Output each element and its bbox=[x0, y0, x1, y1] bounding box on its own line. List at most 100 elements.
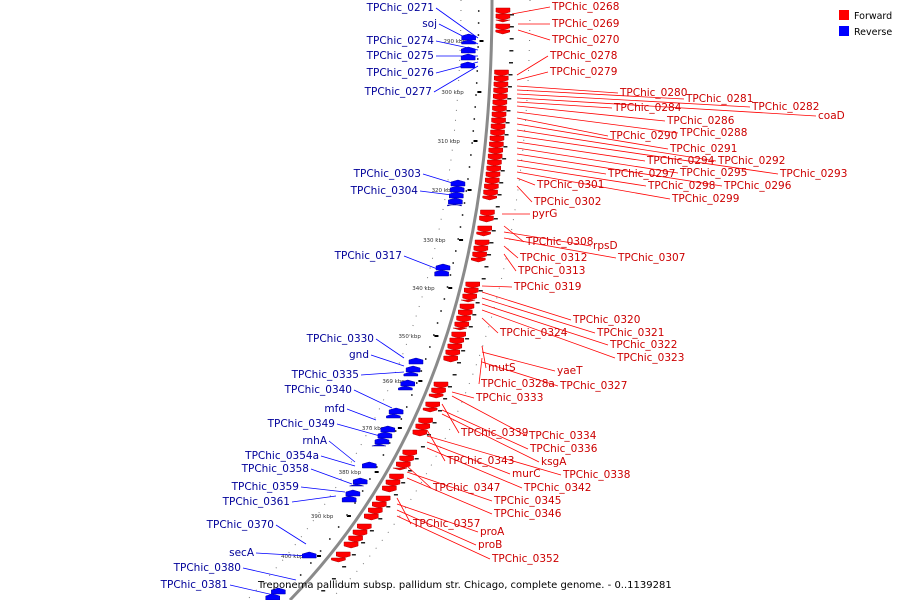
forward-leader-line bbox=[516, 89, 685, 100]
forward-gene-label[interactable]: TPChic_0327 bbox=[559, 380, 627, 392]
forward-gene-label[interactable]: TPChic_0270 bbox=[551, 34, 619, 46]
reverse-gene-label[interactable]: TPChic_0335 bbox=[291, 369, 359, 381]
reverse-gene-label[interactable]: TPChic_0354a bbox=[244, 450, 319, 462]
forward-gene-label[interactable]: TPChic_0293 bbox=[779, 168, 847, 180]
forward-gene-label[interactable]: TPChic_0302 bbox=[533, 196, 601, 208]
minor-tick bbox=[414, 458, 419, 460]
forward-gene-label[interactable]: TPChic_0280 bbox=[619, 87, 687, 99]
forward-gene bbox=[465, 281, 481, 289]
forward-gene bbox=[458, 309, 473, 317]
forward-gene-label[interactable]: TPChic_0279 bbox=[549, 66, 617, 78]
forward-gene-label[interactable]: TPChic_0334 bbox=[528, 430, 597, 442]
reverse-leader-line bbox=[435, 61, 479, 74]
reverse-gene-label[interactable]: mfd bbox=[324, 403, 345, 415]
reverse-gene-label[interactable]: TPChic_0303 bbox=[353, 168, 421, 180]
forward-gene-label[interactable]: TPChic_0342 bbox=[523, 482, 591, 494]
reverse-gene-label[interactable]: TPChic_0380 bbox=[173, 562, 241, 574]
forward-gene bbox=[462, 293, 477, 301]
forward-gene-label[interactable]: ksgA bbox=[541, 456, 567, 468]
reverse-gene-label[interactable]: TPChic_0349 bbox=[267, 418, 335, 430]
minor-tick bbox=[319, 550, 322, 552]
minor-tick bbox=[388, 442, 391, 444]
reverse-gene-label[interactable]: TPChic_0330 bbox=[306, 333, 374, 345]
forward-gene-label[interactable]: TPChic_0328a bbox=[480, 378, 555, 390]
minor-tick bbox=[369, 530, 374, 532]
forward-gene-label[interactable]: TPChic_0282 bbox=[751, 101, 819, 113]
reverse-gene-label[interactable]: TPChic_0304 bbox=[350, 185, 419, 197]
forward-gene-label[interactable]: mutS bbox=[488, 362, 516, 374]
forward-gene-label[interactable]: TPChic_0295 bbox=[679, 167, 747, 179]
reverse-gene-label[interactable]: TPChic_0340 bbox=[284, 384, 352, 396]
forward-gene-label[interactable]: proB bbox=[478, 539, 502, 551]
forward-gene-label[interactable]: TPChic_0288 bbox=[679, 127, 747, 139]
reverse-gene-label[interactable]: TPChic_0275 bbox=[366, 50, 434, 62]
forward-gene-label[interactable]: TPChic_0294 bbox=[646, 155, 715, 167]
reverse-gene-label[interactable]: TPChic_0359 bbox=[231, 481, 299, 493]
minor-tick bbox=[376, 466, 378, 468]
forward-gene-label[interactable]: TPChic_0336 bbox=[529, 443, 598, 455]
forward-gene-label[interactable]: TPChic_0297 bbox=[607, 168, 675, 180]
forward-gene-label[interactable]: TPChic_0298 bbox=[647, 180, 715, 192]
forward-gene-label[interactable]: TPChic_0308 bbox=[525, 236, 593, 248]
forward-gene-label[interactable]: TPChic_0338 bbox=[562, 469, 630, 481]
forward-gene-label[interactable]: TPChic_0299 bbox=[671, 193, 739, 205]
reverse-leader-line bbox=[229, 584, 279, 597]
forward-gene-label[interactable]: TPChic_0286 bbox=[666, 115, 735, 127]
forward-gene-label[interactable]: TPChic_0313 bbox=[517, 265, 585, 277]
reverse-gene-label[interactable]: gnd bbox=[349, 349, 369, 361]
forward-gene-label[interactable]: TPChic_0312 bbox=[519, 252, 587, 264]
reverse-gene-label[interactable]: TPChic_0317 bbox=[334, 250, 402, 262]
forward-gene-label[interactable]: TPChic_0319 bbox=[513, 281, 581, 293]
reverse-gene-label[interactable]: TPChic_0271 bbox=[366, 2, 434, 14]
forward-gene bbox=[487, 159, 502, 167]
forward-gene-label[interactable]: proA bbox=[480, 526, 505, 538]
reverse-leader-line bbox=[346, 408, 377, 421]
forward-gene-label[interactable]: TPChic_0324 bbox=[499, 327, 568, 339]
reverse-gene bbox=[447, 203, 462, 207]
forward-gene-label[interactable]: TPChic_0290 bbox=[609, 130, 677, 142]
forward-gene-label[interactable]: TPChic_0321 bbox=[596, 327, 664, 339]
forward-gene-label[interactable]: murC bbox=[512, 468, 541, 480]
forward-gene-label[interactable]: TPChic_0333 bbox=[475, 392, 543, 404]
forward-gene-label[interactable]: yaeT bbox=[557, 365, 583, 377]
forward-gene-label[interactable]: pyrG bbox=[532, 208, 557, 220]
forward-gene-label[interactable]: TPChic_0345 bbox=[493, 495, 561, 507]
forward-gene-label[interactable]: coaD bbox=[818, 110, 845, 122]
forward-gene-label[interactable]: TPChic_0323 bbox=[616, 352, 684, 364]
forward-gene-label[interactable]: TPChic_0339 bbox=[460, 427, 528, 439]
reverse-gene-label[interactable]: secA bbox=[229, 547, 255, 559]
forward-gene-label[interactable]: TPChic_0301 bbox=[536, 179, 604, 191]
forward-gene-label[interactable]: TPChic_0269 bbox=[551, 18, 619, 30]
reverse-gene-label[interactable]: TPChic_0276 bbox=[366, 67, 435, 79]
forward-gene-label[interactable]: TPChic_0281 bbox=[685, 93, 753, 105]
reverse-gene-label[interactable]: TPChic_0361 bbox=[222, 496, 290, 508]
reverse-gene-label[interactable]: TPChic_0277 bbox=[364, 86, 432, 98]
reverse-gene-label[interactable]: TPChic_0358 bbox=[241, 463, 309, 475]
forward-gene-label[interactable]: rpsD bbox=[593, 240, 618, 252]
forward-gene-label[interactable]: TPChic_0346 bbox=[493, 508, 562, 520]
reverse-gene-label[interactable]: TPChic_0370 bbox=[206, 519, 274, 531]
forward-gene-label[interactable]: TPChic_0278 bbox=[549, 50, 617, 62]
forward-gene-label[interactable]: TPChic_0284 bbox=[613, 102, 682, 114]
forward-gene-label[interactable]: TPChic_0296 bbox=[723, 180, 792, 192]
forward-gene-label[interactable]: TPChic_0268 bbox=[551, 1, 619, 13]
reverse-gene bbox=[400, 379, 416, 387]
reverse-gene-label[interactable]: rnhA bbox=[302, 435, 327, 447]
forward-gene-label[interactable]: TPChic_0292 bbox=[717, 155, 785, 167]
forward-gene-label[interactable]: TPChic_0322 bbox=[609, 339, 677, 351]
forward-gene-label[interactable]: TPChic_0357 bbox=[412, 518, 480, 530]
forward-gene-label[interactable]: TPChic_0307 bbox=[617, 252, 685, 264]
reverse-gene-label[interactable]: TPChic_0274 bbox=[366, 35, 435, 47]
forward-leader-line bbox=[481, 297, 596, 334]
minor-tick bbox=[481, 278, 486, 280]
reverse-gene bbox=[460, 53, 476, 61]
forward-gene-label[interactable]: TPChic_0343 bbox=[446, 455, 514, 467]
forward-gene-label[interactable]: TPChic_0352 bbox=[491, 553, 559, 565]
reverse-gene-label[interactable]: soj bbox=[422, 18, 437, 30]
legend-forward-label: Forward bbox=[854, 11, 892, 22]
forward-gene-label[interactable]: TPChic_0291 bbox=[669, 143, 737, 155]
reverse-gene-label[interactable]: TPChic_0381 bbox=[160, 579, 228, 591]
reverse-leader-line bbox=[310, 468, 353, 485]
forward-gene-label[interactable]: TPChic_0320 bbox=[572, 314, 640, 326]
forward-gene-label[interactable]: TPChic_0347 bbox=[432, 482, 500, 494]
